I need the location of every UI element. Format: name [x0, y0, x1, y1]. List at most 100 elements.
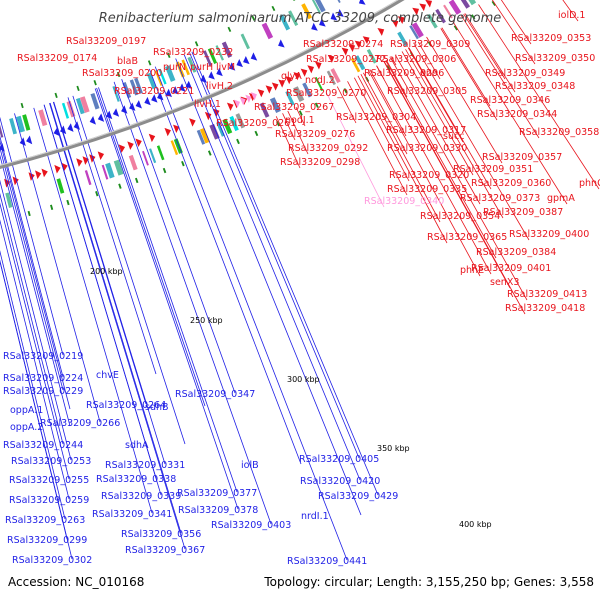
- forward-gene-label: RSal33209_0292: [288, 143, 368, 154]
- forward-leader-line: [385, 60, 497, 259]
- reverse-gene-arrow: [228, 62, 236, 71]
- reverse-gene-label: RSal33209_0253: [11, 456, 91, 467]
- reverse-feature-block: [203, 50, 212, 67]
- forward-gene-arrow: [61, 162, 68, 172]
- reverse-gene-label: RSal33209_0441: [287, 556, 367, 567]
- forward-leader-line: [353, 77, 410, 182]
- forward-gene-label: RSal33209_0197: [66, 36, 146, 47]
- reverse-leader-line: [0, 192, 64, 445]
- reverse-feature-block: [158, 68, 167, 85]
- forward-leader-line: [282, 113, 296, 141]
- rna-marker: [50, 204, 54, 210]
- rna-marker: [147, 60, 152, 66]
- rna-marker: [453, 25, 458, 31]
- reverse-leader-line: [0, 154, 71, 427]
- rna-marker: [207, 150, 212, 156]
- reverse-gene-label: RSal33209_0244: [3, 440, 83, 451]
- reverse-gene-label: RSal33209_0378: [178, 505, 258, 516]
- forward-gene-arrow: [148, 133, 156, 143]
- forward-leader-line: [405, 49, 504, 219]
- forward-gene-label: RSal33209_0304: [336, 112, 416, 123]
- rna-marker: [162, 167, 167, 174]
- reverse-feature-block: [129, 79, 139, 96]
- reverse-feature-block: [221, 41, 233, 58]
- reverse-gene-arrow: [144, 96, 151, 106]
- forward-leader-line: [491, 0, 536, 65]
- forward-gene-label: livH.1: [194, 99, 221, 110]
- forward-feature-block: [216, 121, 225, 137]
- reverse-gene-arrow: [67, 123, 74, 132]
- reverse-feature-block: [301, 3, 313, 20]
- forward-gene-arrow: [391, 19, 399, 28]
- reverse-leader-line: [94, 88, 239, 510]
- rna-marker: [76, 85, 80, 92]
- forward-feature-block: [196, 129, 206, 145]
- forward-gene-label: RSal33209_0320: [389, 170, 469, 181]
- reverse-gene-label: iolB: [241, 460, 259, 471]
- forward-gene-arrow: [41, 168, 48, 178]
- reverse-gene-label: RSal33209_0347: [175, 389, 255, 400]
- forward-gene-arrow: [189, 118, 196, 127]
- forward-feature-block: [443, 4, 453, 19]
- reverse-gene-arrow: [243, 55, 250, 65]
- reverse-gene-arrow: [278, 39, 285, 48]
- forward-gene-label: RSal33209_0274: [303, 39, 383, 50]
- forward-gene-label: phnE: [460, 265, 484, 276]
- accession-text: Accession: NC_010168: [8, 575, 144, 589]
- reverse-gene-arrow: [151, 94, 158, 103]
- forward-feature-block: [350, 57, 361, 73]
- reverse-gene-arrow: [157, 92, 164, 101]
- forward-gene-label: RSal33209_0272: [306, 54, 386, 65]
- reverse-gene-arrow: [165, 88, 172, 98]
- forward-gene-label: RSal33209_0270: [286, 88, 366, 99]
- reverse-gene-label: sdhB: [145, 402, 169, 413]
- forward-gene-label: RSal33209_0200: [82, 68, 162, 79]
- forward-feature-block: [460, 0, 471, 9]
- forward-feature-block: [209, 123, 220, 140]
- rna-marker: [471, 14, 476, 20]
- reverse-feature-block: [240, 33, 250, 50]
- reverse-gene-label: nrdI.1: [301, 511, 329, 522]
- forward-leader-line: [463, 13, 506, 80]
- forward-gene-label: RSal33209_0344: [477, 109, 557, 120]
- reverse-gene-arrow: [112, 108, 120, 117]
- reverse-feature-block: [75, 97, 85, 115]
- forward-gene-label: RSal33209_0349: [485, 68, 565, 79]
- reverse-leader-line: [33, 107, 153, 514]
- reverse-gene-label: RSal33209_0229: [3, 386, 83, 397]
- forward-feature-block: [235, 113, 246, 129]
- reverse-gene-arrow: [179, 83, 186, 92]
- reverse-gene-label: RSal33209_0429: [318, 491, 398, 502]
- forward-feature-block: [199, 127, 211, 144]
- forward-gene-label: RSal33209_0346: [470, 95, 550, 106]
- forward-gene-label: RSal33209_0317: [386, 125, 466, 136]
- forward-leader-line: [391, 57, 397, 66]
- forward-gene-label: phnC: [579, 178, 600, 189]
- reverse-feature-block: [134, 77, 143, 94]
- reverse-gene-label: RSal33209_0263: [5, 515, 85, 526]
- forward-gene-arrow: [265, 85, 273, 94]
- scale-ticks: 200 kbp 250 kbp 300 kbp 350 kbp 400 kbp: [90, 267, 492, 529]
- reverse-feature-block: [79, 96, 90, 113]
- reverse-leader-line: [0, 179, 72, 461]
- forward-leader-line: [275, 116, 301, 169]
- rna-marker: [27, 210, 31, 217]
- reverse-leader-line: [52, 101, 147, 405]
- forward-leader-line: [408, 47, 492, 190]
- reverse-leader-line: [0, 259, 73, 560]
- reverse-gene-arrow: [105, 110, 113, 120]
- forward-leader-line: [441, 27, 491, 107]
- forward-gene-arrow: [271, 82, 279, 91]
- rna-marker: [54, 92, 58, 99]
- reverse-feature-block: [314, 0, 326, 13]
- forward-gene-arrow: [173, 124, 180, 133]
- reverse-gene-label: sdhA: [125, 440, 149, 451]
- forward-gene-label: RSal33209_0309: [390, 39, 470, 50]
- forward-gene-arrow: [127, 141, 134, 150]
- forward-gene-label: RSal33209_0298: [280, 157, 360, 168]
- reverse-gene-arrow: [216, 67, 223, 77]
- forward-gene-label: RSal33209_0351: [453, 164, 533, 175]
- forward-feature-block: [409, 25, 419, 40]
- reverse-leader-line: [0, 250, 66, 520]
